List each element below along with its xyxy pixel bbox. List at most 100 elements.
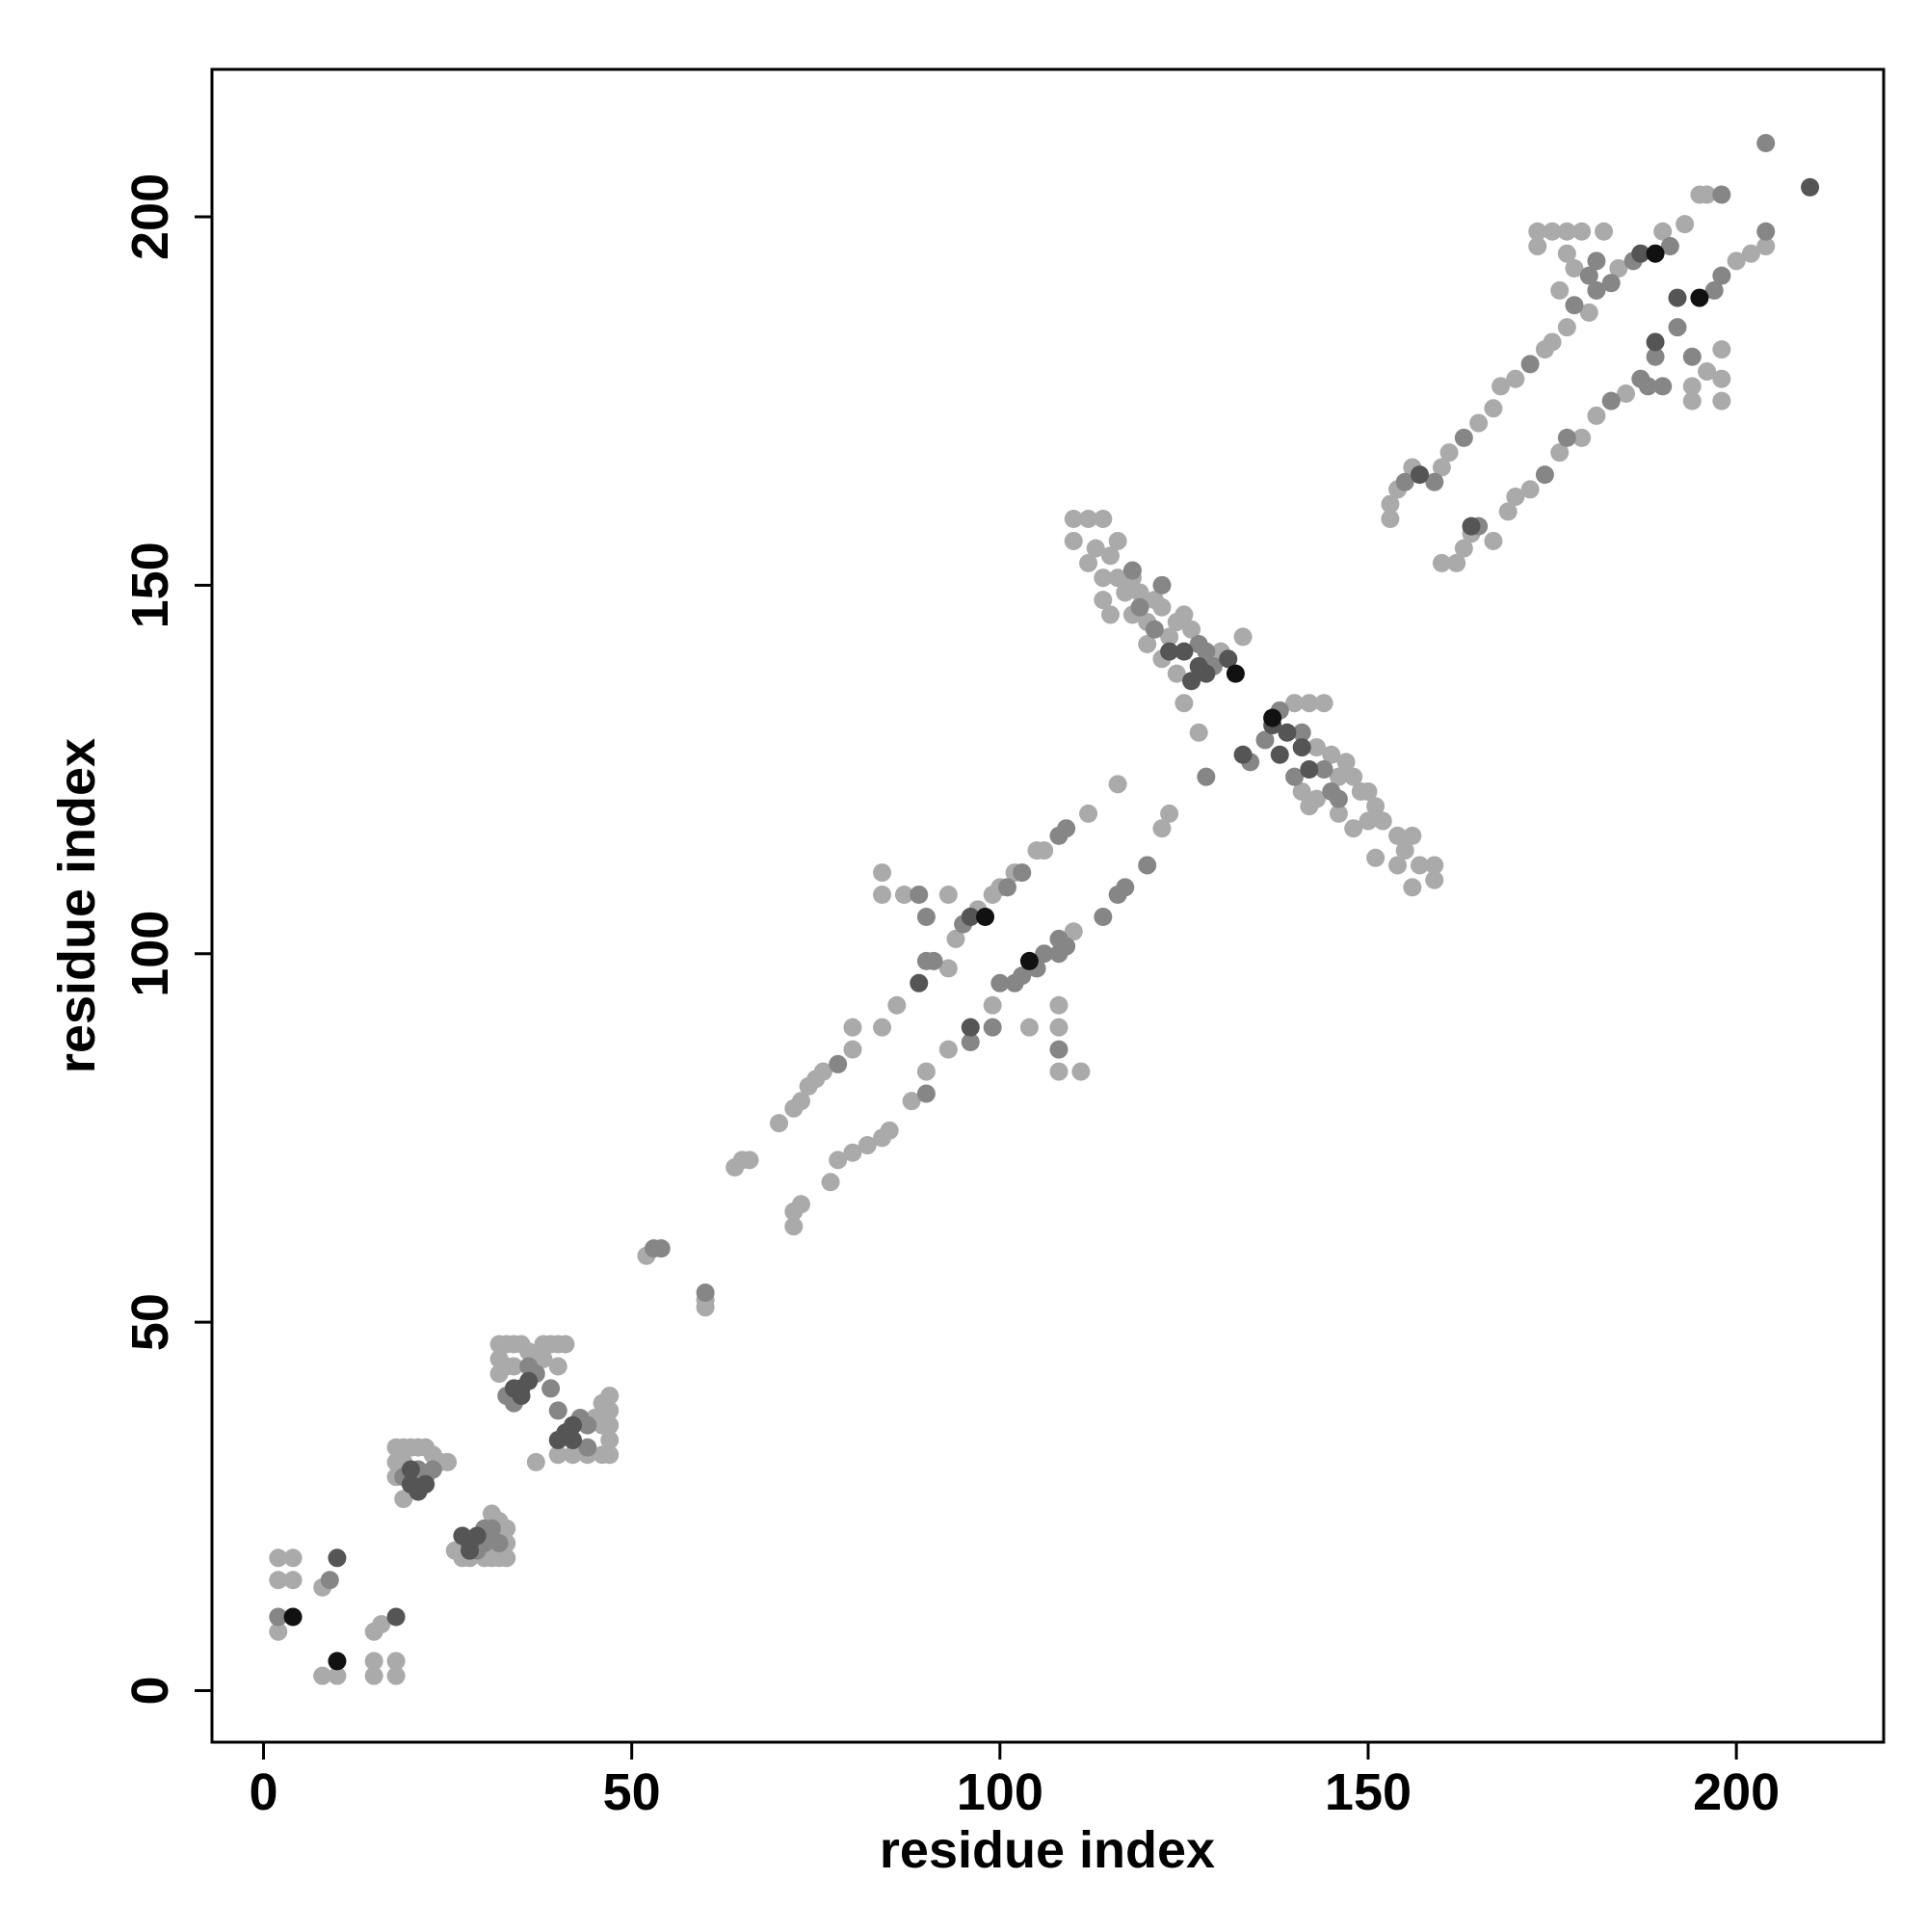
contact-point xyxy=(1314,694,1333,713)
contact-point xyxy=(873,863,892,883)
contact-point xyxy=(1381,510,1400,529)
contact-point xyxy=(386,1666,406,1685)
contact-point xyxy=(386,1607,406,1627)
contact-point xyxy=(1100,546,1120,566)
y-tick-label: 150 xyxy=(121,542,179,628)
contact-point xyxy=(1285,694,1305,713)
contact-point xyxy=(1528,222,1547,241)
contact-point xyxy=(1233,745,1253,764)
contact-point xyxy=(1292,738,1311,757)
contact-point xyxy=(1094,907,1113,926)
contact-point xyxy=(548,1445,568,1465)
contact-point xyxy=(1410,856,1429,875)
contact-point xyxy=(1447,553,1466,572)
y-tick-label: 100 xyxy=(121,911,179,997)
contact-point xyxy=(843,1018,862,1037)
contact-point xyxy=(1108,569,1127,588)
contact-point xyxy=(1601,274,1621,293)
contact-point xyxy=(1698,185,1717,204)
contact-point xyxy=(283,1548,303,1568)
contact-point xyxy=(269,1571,288,1590)
contact-point xyxy=(1403,878,1422,897)
contact-point xyxy=(961,1032,980,1051)
x-tick-label: 0 xyxy=(249,1763,277,1821)
contact-point xyxy=(873,886,892,905)
contact-point xyxy=(1668,318,1687,337)
contact-point xyxy=(843,1040,862,1059)
contact-point xyxy=(1013,966,1032,986)
contact-point xyxy=(1366,848,1386,867)
contact-point xyxy=(924,951,943,970)
contact-point xyxy=(1152,597,1172,617)
contact-point xyxy=(1653,222,1673,241)
contact-point xyxy=(1690,288,1709,307)
contact-point xyxy=(997,878,1016,897)
contact-point xyxy=(1425,856,1444,875)
contact-point xyxy=(364,1666,383,1685)
y-tick-label: 200 xyxy=(121,173,179,260)
contact-point xyxy=(1233,627,1253,647)
contact-point xyxy=(1300,694,1319,713)
contact-point xyxy=(1535,465,1554,485)
contact-point xyxy=(829,1151,848,1170)
contact-point xyxy=(1646,244,1665,263)
contact-point xyxy=(1086,539,1105,558)
contact-point xyxy=(910,973,929,992)
contact-point xyxy=(1116,583,1135,602)
x-tick-label: 100 xyxy=(957,1763,1043,1821)
contact-point xyxy=(1676,215,1695,234)
contact-point xyxy=(313,1666,332,1685)
contact-point xyxy=(1506,369,1525,388)
contact-point xyxy=(1064,510,1083,529)
contact-point xyxy=(1307,738,1326,757)
contact-point xyxy=(1079,553,1098,572)
y-axis-title: residue index xyxy=(48,738,106,1073)
contact-point xyxy=(1079,510,1098,529)
contact-point xyxy=(651,1239,671,1258)
contact-point xyxy=(1587,251,1606,271)
contact-point xyxy=(902,1092,921,1111)
contact-point xyxy=(1197,767,1216,786)
contact-point xyxy=(1057,937,1076,956)
contact-point xyxy=(283,1607,303,1627)
contact-point xyxy=(1122,561,1142,580)
plot-frame xyxy=(210,67,1886,1744)
contact-point xyxy=(1712,185,1731,204)
contact-point xyxy=(600,1430,620,1449)
contact-point xyxy=(564,1416,583,1435)
contact-point xyxy=(1668,288,1687,307)
contact-point xyxy=(1138,635,1157,654)
contact-point xyxy=(269,1607,288,1627)
contact-point xyxy=(887,995,907,1015)
contact-point xyxy=(813,1062,832,1081)
contact-point xyxy=(372,1615,391,1634)
contact-point xyxy=(1167,664,1186,683)
contact-point xyxy=(1160,642,1179,661)
contact-point xyxy=(1528,237,1547,256)
contact-point xyxy=(1064,531,1083,550)
contact-point xyxy=(938,1040,958,1059)
contact-point xyxy=(961,907,980,926)
contact-point xyxy=(489,1534,509,1553)
x-tick-label: 50 xyxy=(603,1763,661,1821)
contact-point xyxy=(416,1474,436,1494)
contact-point xyxy=(1462,516,1481,536)
contact-point xyxy=(1359,811,1378,831)
contact-point xyxy=(1197,642,1216,661)
contact-point xyxy=(1595,222,1614,241)
contact-point xyxy=(961,1018,980,1037)
contact-point xyxy=(1801,177,1820,197)
contact-point xyxy=(1646,347,1665,366)
x-axis-title: residue index xyxy=(880,1821,1215,1879)
contact-point xyxy=(453,1526,472,1546)
contact-point xyxy=(1557,318,1576,337)
contact-point xyxy=(1704,280,1724,300)
contact-point xyxy=(283,1571,303,1590)
contact-point xyxy=(1698,362,1717,382)
contact-point xyxy=(1285,767,1305,786)
contact-point xyxy=(1616,384,1635,403)
contact-point xyxy=(1543,332,1562,352)
contact-point xyxy=(1484,399,1503,418)
contact-point xyxy=(1035,944,1054,964)
contact-point xyxy=(1329,804,1348,823)
